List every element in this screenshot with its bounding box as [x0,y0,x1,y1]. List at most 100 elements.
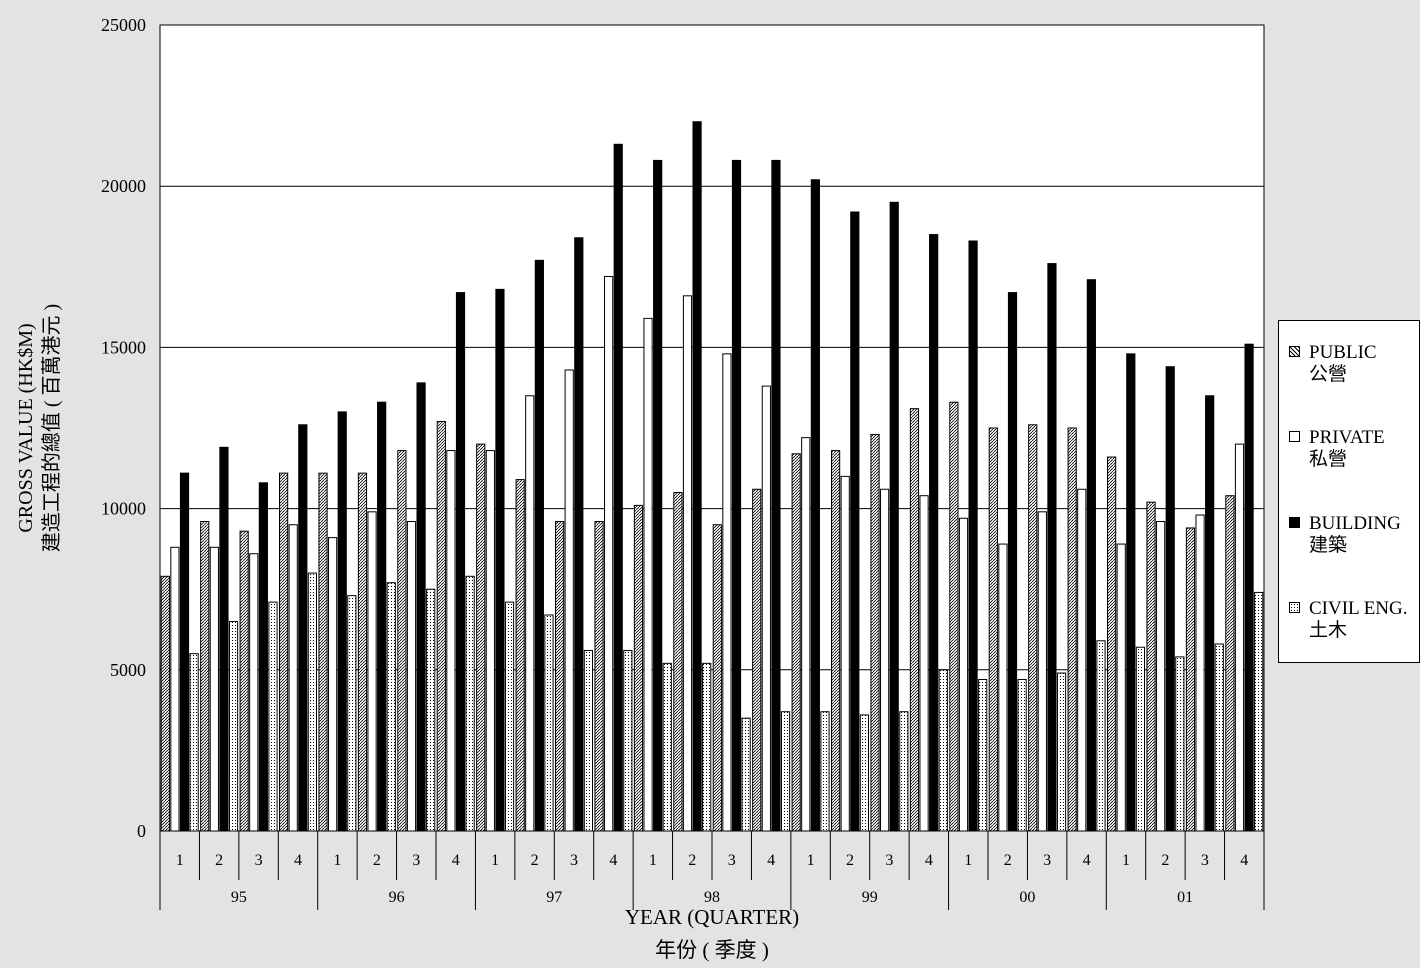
bar-civil-eng [1017,678,1027,832]
bar-public [160,575,170,832]
bar-private [1156,521,1166,832]
bar-public [633,504,644,832]
bar-public [436,421,446,832]
quarter-label: 3 [1201,852,1209,869]
legend-sublabel-building: 建築 [1309,535,1348,556]
bar-civil-eng [1214,643,1224,832]
bar-private [643,317,653,832]
legend-sublabel-private: 私營 [1309,449,1348,470]
quarter-label: 2 [688,852,696,869]
bar-private [249,553,259,832]
bar-private [682,295,693,832]
y-tick-label: 20000 [101,176,146,196]
bar-private [446,450,456,832]
quarter-label: 1 [491,852,499,869]
bar-public [909,408,920,832]
quarter-label: 4 [925,852,933,869]
bar-building [731,159,742,832]
bar-private [170,546,180,832]
bar-public [555,521,565,832]
bar-building [1047,263,1057,832]
quarter-label: 3 [570,852,578,869]
bar-public [239,530,249,832]
bar-building [929,234,939,832]
bar-civil-eng [978,678,988,832]
quarter-label: 4 [1083,852,1091,869]
bar-civil-eng [228,620,239,832]
legend-label-civil-eng: CIVIL ENG. [1309,598,1408,619]
bar-building [416,382,426,832]
legend-swatch-building [1289,517,1300,528]
bar-building [1205,395,1215,832]
bar-public [1067,427,1077,832]
bar-building [889,201,899,832]
bar-building [495,288,505,832]
bar-private [958,517,969,832]
bar-public [476,443,486,832]
bar-public [712,524,722,832]
bar-building [1086,279,1096,832]
quarter-label: 3 [1043,852,1051,869]
bar-private [998,543,1008,832]
bar-civil-eng [899,711,909,832]
bar-building [377,401,387,832]
bar-building [692,121,702,832]
bar-civil-eng [189,653,199,832]
bar-building [455,292,466,832]
y-tick-label: 15000 [101,337,146,357]
quarter-label: 2 [1004,852,1012,869]
bar-civil-eng [426,588,436,832]
bar-public [791,453,801,832]
bar-civil-eng [623,649,633,832]
bar-public [1225,495,1235,832]
bar-civil-eng [583,649,593,832]
bar-building [1007,292,1018,832]
bar-building [810,179,820,832]
bar-civil-eng [268,601,278,832]
quarter-label: 4 [767,852,775,869]
bar-private [840,475,850,832]
legend-label-public: PUBLIC [1309,342,1377,363]
bar-private [288,524,298,832]
legend-label-private: PRIVATE [1309,427,1385,448]
bar-private [880,488,890,832]
quarter-label: 4 [609,852,617,869]
bar-public [397,450,407,832]
bar-private [367,511,377,832]
bar-private [485,450,495,832]
bar-building [1244,343,1254,832]
bar-civil-eng [780,711,791,832]
bar-private [406,521,417,832]
y-tick-label: 5000 [110,660,146,680]
bar-public [1185,527,1196,832]
bar-civil-eng [544,614,554,832]
bar-public [752,488,762,832]
bar-civil-eng [1175,656,1185,832]
bar-private [1077,488,1087,832]
bar-civil-eng [1254,591,1264,832]
bar-building [653,159,663,832]
y-axis-title-zh: 建造工程的總值 ( 百萬港元 ) [40,304,63,552]
bar-civil-eng [1135,646,1146,832]
bar-private [209,546,219,832]
quarter-label: 4 [294,852,302,869]
bar-building [534,259,544,832]
legend-swatch-civil-eng [1289,602,1300,613]
quarter-label: 1 [176,852,184,869]
bar-public [594,521,604,832]
bar-civil-eng [820,711,830,832]
y-tick-label: 0 [137,821,146,841]
bar-private [919,495,929,832]
y-axis-title: GROSS VALUE (HK$M) [15,323,37,532]
bar-civil-eng [1096,640,1106,832]
bar-private [722,353,732,832]
bar-building [1126,353,1136,832]
bar-private [604,275,614,832]
bar-public [988,427,998,832]
quarter-label: 4 [1240,852,1248,869]
bar-layer [160,121,1264,832]
y-tick-label: 25000 [101,15,146,35]
quarter-label: 2 [373,852,381,869]
